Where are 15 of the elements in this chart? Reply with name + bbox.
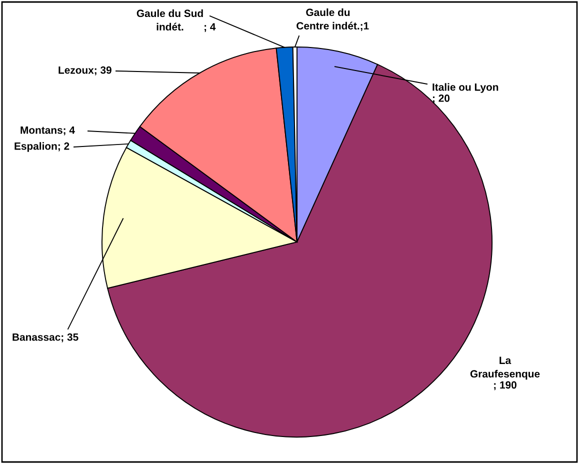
slice-label: Italie ou Lyon [432,83,498,93]
data-label: ;1 [360,22,369,32]
data-label: ; 190 [494,381,516,390]
data-label: ; 35 [62,333,78,342]
data-label: ; 39 [94,66,112,76]
slice-label: Gaule du Sud indét. [136,9,203,31]
slice-label: La Graufesenque [470,356,540,380]
data-label: ; 4 [64,126,75,136]
data-label: ; 2 [58,142,70,152]
slice-label: Gaule du Centre indét. [296,8,360,30]
slice-label: Banassac [12,334,60,341]
slice-label: Espalion [14,142,57,152]
data-label: ; 4 [204,23,216,32]
slice-label: Lezoux [58,66,94,74]
slice-label: Montans [20,126,62,134]
